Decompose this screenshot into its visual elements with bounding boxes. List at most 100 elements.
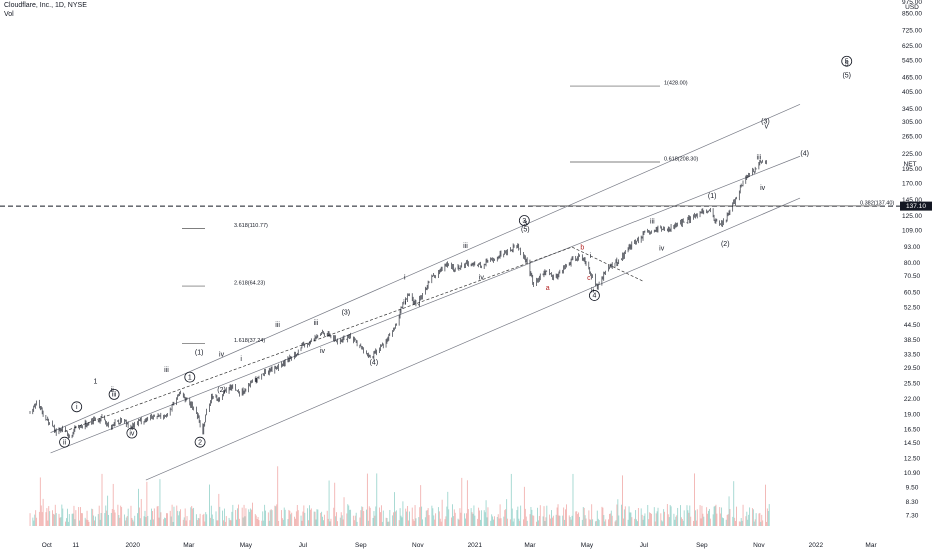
volume-bar xyxy=(245,508,247,526)
volume-bar xyxy=(473,505,475,526)
volume-bar xyxy=(238,518,240,526)
volume-bar xyxy=(590,519,592,526)
y-tick-label-partial: 975.00 xyxy=(902,0,922,6)
wave-label: ii xyxy=(255,377,259,384)
volume-bar xyxy=(647,504,649,526)
volume-bar xyxy=(223,508,225,526)
currency-label: USD xyxy=(905,4,919,11)
volume-bar xyxy=(533,515,535,526)
volume-bar xyxy=(496,516,498,526)
volume-bar xyxy=(256,519,258,526)
volume-bar xyxy=(650,513,651,526)
volume-bar xyxy=(451,504,453,526)
volume-bar xyxy=(447,491,449,526)
volume-bar xyxy=(120,505,122,526)
volume-bar xyxy=(418,517,420,526)
elliott-channels: 137.10 NET 1(428.00) 0.618(208.30) 0.382(137… xyxy=(0,81,932,481)
ticker-tag: NET xyxy=(904,161,917,168)
volume-bar xyxy=(734,517,736,526)
wave-label: iii xyxy=(275,322,280,329)
circled-wave-ring xyxy=(841,55,853,67)
volume-bar xyxy=(244,516,246,526)
volume-bar xyxy=(597,518,599,526)
volume-bar xyxy=(193,507,195,526)
volume-bar xyxy=(340,512,342,526)
volume-bar xyxy=(679,505,681,526)
volume-bar xyxy=(258,520,260,526)
volume-bar xyxy=(399,508,401,526)
volume-bar xyxy=(87,520,89,526)
volume-bar xyxy=(203,513,205,526)
circled-wave-label: 2 xyxy=(198,439,202,446)
volume-bar xyxy=(379,507,380,526)
volume-bar xyxy=(158,517,160,526)
volume-bar xyxy=(206,514,208,526)
volume-bar xyxy=(166,513,167,526)
volume-bar xyxy=(549,514,551,526)
y-tick-label: 195.00 xyxy=(902,166,922,173)
wave-label: (5) xyxy=(842,72,851,79)
volume-bar xyxy=(662,521,664,526)
volume-bar xyxy=(562,515,564,526)
volume-bar xyxy=(669,504,671,526)
volume-bar xyxy=(387,521,389,526)
volume-bar xyxy=(402,501,404,526)
wave-label-red: a xyxy=(546,285,550,292)
volume-bar xyxy=(448,509,450,526)
volume-bar xyxy=(249,511,251,526)
volume-bar xyxy=(621,504,623,526)
volume-bar xyxy=(316,509,318,526)
y-tick-label: 345.00 xyxy=(902,106,922,113)
volume-bar xyxy=(536,521,537,526)
volume-bar xyxy=(60,517,62,526)
volume-bar xyxy=(361,506,363,526)
volume-bar xyxy=(150,519,152,526)
volume-bar xyxy=(369,507,371,526)
time-axis[interactable]: Oct 11 2020 Mar May Jul Sep Nov 2021 Mar May Jul Sep… xyxy=(42,542,878,549)
volume-bar xyxy=(434,519,436,526)
volume-bar xyxy=(596,510,598,526)
price-axis[interactable]: 850.00 725.00 625.00 545.00 465.00 405.00 345.… xyxy=(902,0,922,519)
volume-bar xyxy=(478,507,480,526)
volume-bar xyxy=(431,505,433,526)
volume-bar xyxy=(262,511,264,526)
volume-bar xyxy=(494,516,495,526)
volume-bar xyxy=(126,516,128,526)
volume-bar xyxy=(121,507,123,526)
volume-bar xyxy=(467,509,469,526)
volume-bar xyxy=(768,504,770,526)
volume-bar xyxy=(152,519,154,526)
volume-bar xyxy=(758,513,760,526)
volume-bar xyxy=(264,504,266,526)
volume-bar xyxy=(353,520,355,526)
y-tick-label: 405.00 xyxy=(902,89,922,96)
volume-bar xyxy=(271,510,273,526)
volume-bar xyxy=(67,521,69,526)
volume-bar xyxy=(143,516,145,526)
wave-label: i xyxy=(590,253,592,260)
volume-bar xyxy=(601,506,603,526)
volume-bar xyxy=(765,521,767,526)
y-tick-label: 80.00 xyxy=(904,260,921,267)
volume-bar xyxy=(490,520,492,526)
volume-bar xyxy=(29,513,31,526)
volume-bar xyxy=(153,508,155,526)
volume-bar xyxy=(696,509,698,526)
volume-bar xyxy=(341,515,343,526)
volume-bar xyxy=(376,473,378,526)
volume-bar xyxy=(195,514,197,526)
channel-line xyxy=(145,197,801,481)
volume-bar xyxy=(85,519,87,526)
volume-bar xyxy=(231,511,233,526)
volume-bar xyxy=(39,477,41,526)
volume-bar xyxy=(294,518,296,526)
volume-bar xyxy=(608,519,609,526)
channel-line xyxy=(50,155,801,454)
wave-labels: 1iiiiiiviiii(1)(2)(3)(4)iiiiiiviiiiiiiv3… xyxy=(59,55,853,448)
volume-bar xyxy=(675,516,677,526)
volume-bar xyxy=(252,502,253,526)
fib-level-label: 1(428.00) xyxy=(664,81,688,87)
x-tick-label: Nov xyxy=(412,542,424,549)
volume-bar xyxy=(330,518,332,526)
volume-bar xyxy=(242,517,244,526)
